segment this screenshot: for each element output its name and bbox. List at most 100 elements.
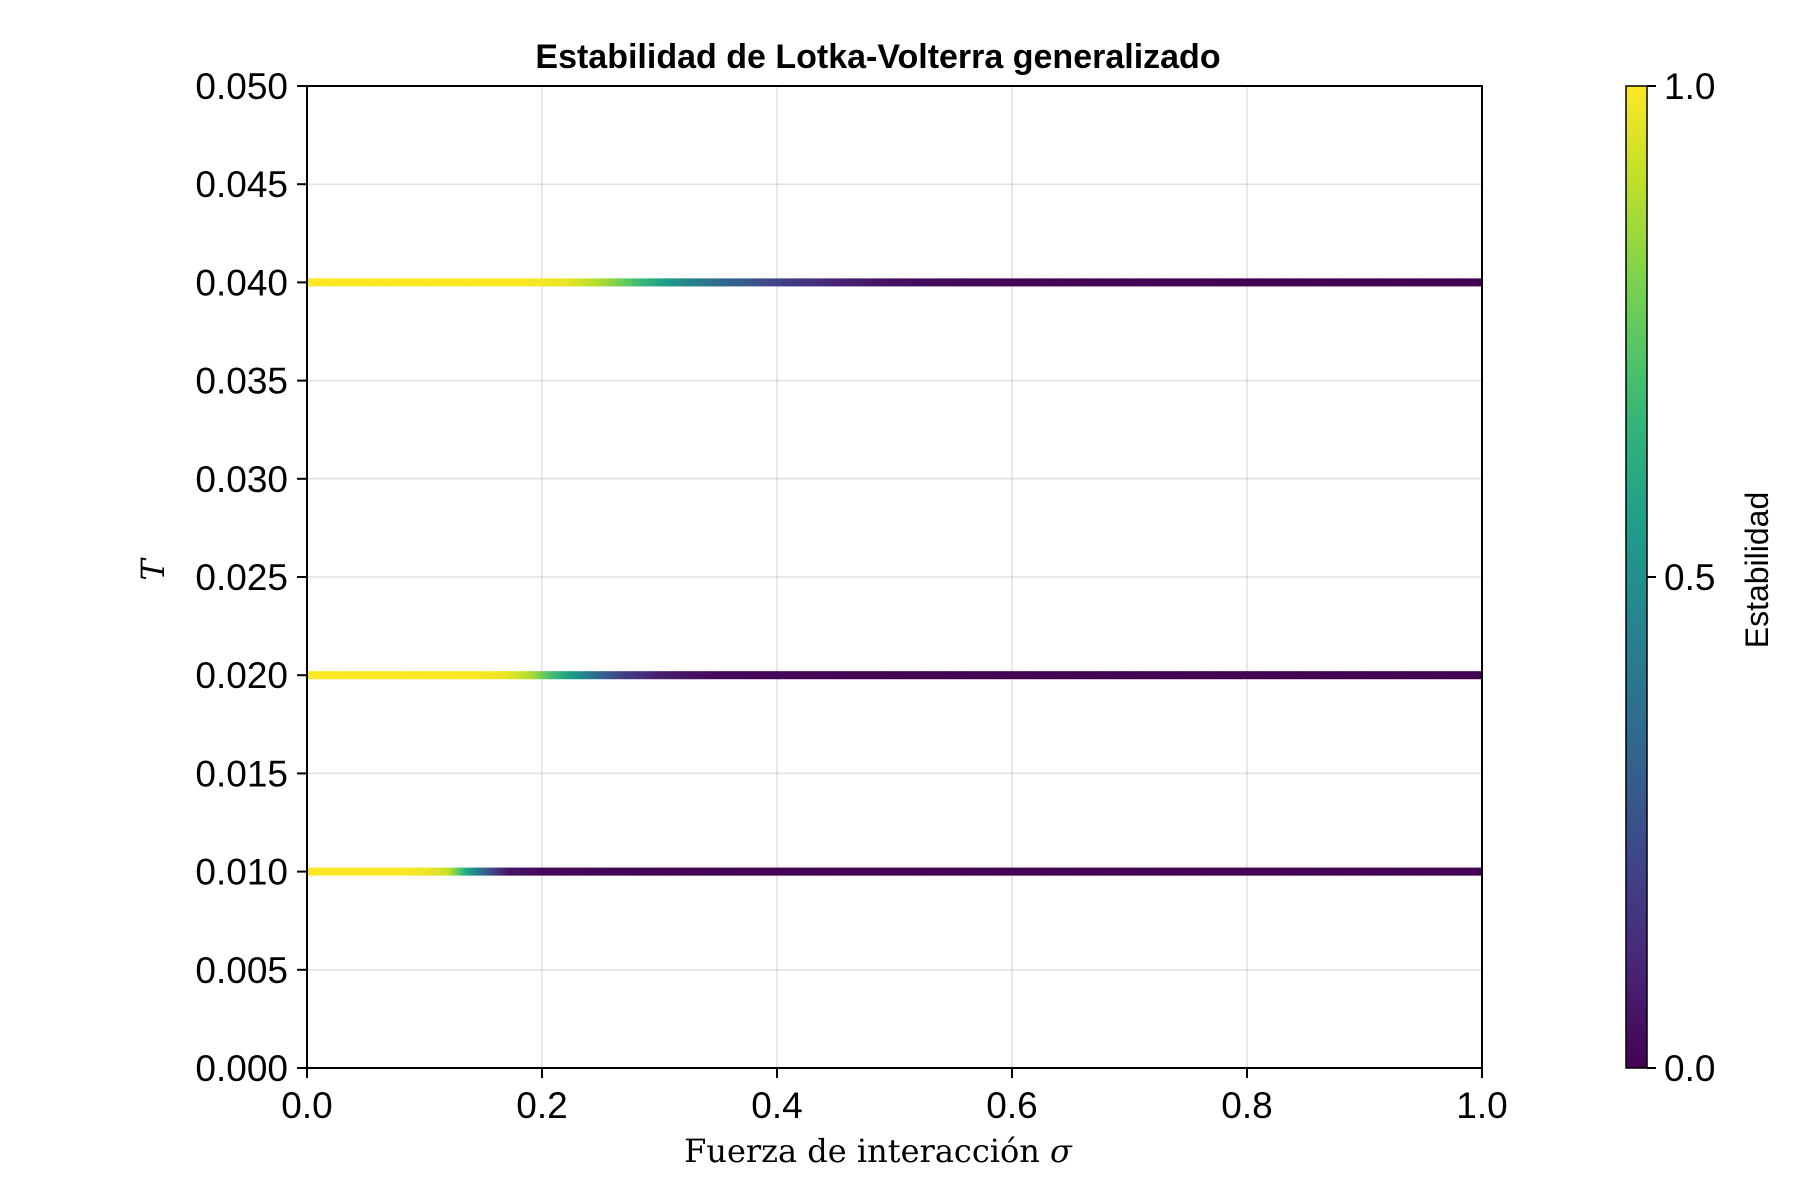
stability-cell (1423, 278, 1427, 287)
stability-cell (995, 278, 999, 287)
stability-cell (417, 867, 421, 876)
stability-cell (1167, 867, 1171, 876)
stability-cell (899, 867, 903, 876)
stability-cell (1239, 278, 1243, 287)
stability-cell (1188, 671, 1192, 680)
stability-cell (880, 867, 884, 876)
stability-cell (1376, 278, 1380, 287)
stability-cell (1296, 867, 1300, 876)
stability-cell (621, 867, 625, 876)
stability-cell (976, 867, 980, 876)
stability-cell (358, 671, 362, 680)
stability-cell (988, 278, 992, 287)
stability-cell (1228, 671, 1232, 680)
stability-cell (962, 867, 966, 876)
stability-cell (781, 867, 785, 876)
stability-cell (694, 867, 698, 876)
stability-cell (1369, 867, 1373, 876)
stability-cell (812, 278, 816, 287)
stability-cell (337, 867, 341, 876)
stability-cell (1218, 867, 1222, 876)
stability-cell (1345, 867, 1349, 876)
stability-cell (678, 671, 682, 680)
stability-cell (443, 671, 447, 680)
stability-cell (1453, 671, 1457, 680)
stability-cell (1225, 278, 1229, 287)
stability-cell (1155, 278, 1159, 287)
stability-cell (788, 671, 792, 680)
stability-cell (438, 278, 442, 287)
stability-cell (1162, 278, 1166, 287)
stability-cell (436, 278, 440, 287)
colorbar: 0.00.51.0 (1625, 66, 1715, 1089)
y-tick-label: 0.035 (195, 361, 288, 402)
stability-cell (567, 867, 571, 876)
stability-cell (1355, 671, 1359, 680)
stability-cell (788, 867, 792, 876)
stability-cell (913, 278, 917, 287)
stability-cell (1016, 867, 1020, 876)
stability-cell (734, 867, 738, 876)
stability-cell (396, 278, 400, 287)
stability-cell (527, 278, 531, 287)
stability-cell (1357, 671, 1361, 680)
stability-cell (323, 278, 327, 287)
stability-cell (1167, 671, 1171, 680)
stability-cell (1120, 671, 1124, 680)
stability-cell (1096, 867, 1100, 876)
stability-cell (1049, 867, 1053, 876)
stability-cell (1350, 671, 1354, 680)
stability-cell (598, 671, 602, 680)
stability-cell (1416, 671, 1420, 680)
stability-cell (986, 671, 990, 680)
stability-cell (708, 278, 712, 287)
stability-cell (654, 278, 658, 287)
stability-cell (791, 867, 795, 876)
stability-cell (476, 278, 480, 287)
stability-cell (593, 671, 597, 680)
stability-cell (746, 671, 750, 680)
stability-cell (1470, 867, 1474, 876)
stability-cell (534, 278, 538, 287)
stability-cell (835, 278, 839, 287)
stability-cell (1136, 671, 1140, 680)
stability-cell (563, 867, 567, 876)
stability-cell (1312, 278, 1316, 287)
stability-cell (426, 867, 430, 876)
stability-cell (1131, 867, 1135, 876)
stability-cell (1145, 671, 1149, 680)
stability-cell (558, 278, 562, 287)
stability-cell (1425, 867, 1429, 876)
stability-cell (807, 867, 811, 876)
stability-cell (1059, 278, 1062, 287)
stability-cell (398, 867, 402, 876)
stability-cell (983, 671, 987, 680)
stability-cell (1362, 278, 1366, 287)
stability-cell (713, 278, 717, 287)
stability-cell (1244, 867, 1248, 876)
stability-cell (1317, 867, 1321, 876)
stability-cell (986, 867, 990, 876)
stability-cell (1324, 671, 1328, 680)
stability-cell (762, 278, 766, 287)
stability-cell (1268, 278, 1272, 287)
stability-cell (751, 278, 755, 287)
stability-cell (603, 867, 607, 876)
stability-cell (605, 867, 609, 876)
stability-cell (1298, 278, 1302, 287)
stability-cell (337, 278, 341, 287)
stability-cell (1242, 671, 1246, 680)
stability-cell (1289, 867, 1293, 876)
stability-cell (358, 278, 362, 287)
stability-cell (382, 278, 386, 287)
stability-cell (509, 278, 513, 287)
stability-cell (1028, 278, 1032, 287)
stability-cell (934, 671, 938, 680)
stability-cell (946, 867, 950, 876)
stability-cell (1388, 278, 1391, 287)
stability-cell (1420, 671, 1424, 680)
stability-cell (800, 867, 804, 876)
stability-cell (1437, 278, 1441, 287)
stability-cell (520, 278, 524, 287)
stability-cell (1016, 671, 1020, 680)
